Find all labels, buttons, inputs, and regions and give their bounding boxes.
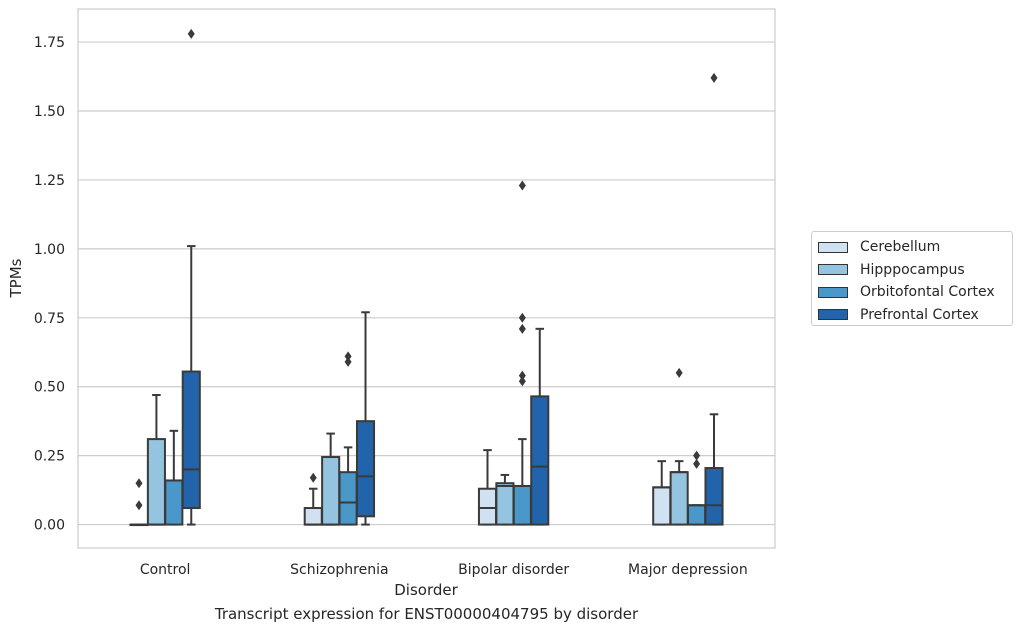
- legend-swatch: [818, 286, 848, 298]
- x-tick-labels: Control Schizophrenia Bipolar disorder Majo…: [140, 562, 748, 578]
- box-hipppocampus: [146, 393, 166, 526]
- outlier-point: [518, 180, 526, 191]
- box-iqr: [355, 420, 376, 518]
- box-cerebellum: [129, 478, 149, 527]
- box-cerebellum: [477, 449, 498, 526]
- box-iqr: [530, 395, 550, 526]
- box-iqr: [512, 484, 532, 526]
- box-prefrontal-cortex: [530, 327, 550, 526]
- x-tick-label: Major depression: [628, 562, 748, 578]
- box-iqr: [669, 471, 689, 526]
- box-iqr: [495, 482, 515, 526]
- outlier-point: [187, 28, 195, 39]
- y-tick-label: 0.50: [34, 380, 65, 396]
- outlier-point: [344, 356, 352, 367]
- outlier-point: [135, 500, 143, 511]
- chart-title: Transcript expression for ENST0000040479…: [214, 605, 639, 623]
- box-hipppocampus: [669, 367, 689, 526]
- x-axis-title: Disorder: [394, 581, 458, 599]
- outlier-point: [693, 450, 701, 461]
- y-tick-label: 1.25: [34, 173, 65, 189]
- outlier-point: [518, 376, 526, 387]
- box-iqr: [164, 479, 184, 526]
- x-tick-label: Bipolar disorder: [458, 562, 569, 578]
- legend-swatch: [818, 264, 848, 276]
- outlier-point: [309, 472, 317, 483]
- legend-label: Orbitofontal Cortex: [860, 284, 995, 301]
- x-tick-label: Control: [140, 562, 191, 578]
- legend-label: Hipppocampus: [860, 261, 965, 278]
- outlier-point: [135, 478, 143, 489]
- box-iqr: [303, 507, 323, 526]
- box-iqr: [321, 456, 341, 526]
- box-prefrontal-cortex: [181, 28, 201, 526]
- outlier-point: [344, 351, 352, 362]
- plot-frame: [77, 8, 776, 549]
- legend-item: Cerebellum: [818, 236, 1012, 259]
- legend: Cerebellum Hipppocampus Orbitofontal Corte…: [811, 231, 1013, 326]
- legend-swatch: [818, 309, 848, 321]
- y-tick-label: 1.50: [34, 104, 65, 120]
- box-hipppocampus: [495, 473, 515, 526]
- box-hipppocampus: [321, 432, 341, 526]
- outlier-point: [518, 370, 526, 381]
- box-cerebellum: [303, 472, 323, 526]
- box-iqr: [146, 438, 166, 526]
- y-tick-label: 1.75: [34, 35, 65, 51]
- box-iqr: [338, 471, 358, 526]
- y-tick-label: 0.75: [34, 311, 65, 327]
- x-tick-label: Schizophrenia: [290, 562, 388, 578]
- outlier-point: [518, 323, 526, 334]
- box-plot-area: [129, 28, 724, 527]
- box-iqr: [687, 504, 707, 526]
- outlier-point: [518, 312, 526, 323]
- legend-item: Orbitofontal Cortex: [818, 281, 1012, 304]
- box-iqr: [477, 487, 498, 526]
- box-prefrontal-cortex: [704, 72, 724, 526]
- legend-label: Prefrontal Cortex: [860, 306, 979, 323]
- y-tick-label: 1.00: [34, 242, 65, 258]
- y-tick-label: 0.25: [34, 449, 65, 465]
- outlier-point: [675, 367, 683, 378]
- box-iqr: [704, 467, 724, 526]
- outlier-point: [693, 458, 701, 469]
- y-tick-label: 0.00: [34, 518, 65, 534]
- box-cerebellum: [652, 460, 672, 526]
- y-axis-title: TPMs: [7, 258, 25, 298]
- outlier-point: [710, 72, 718, 83]
- box-orbitofontal-cortex: [338, 351, 358, 526]
- box-orbitofontal-cortex: [512, 180, 532, 526]
- legend-item: Prefrontal Cortex: [818, 304, 1012, 327]
- box-iqr: [181, 370, 201, 510]
- legend-label: Cerebellum: [860, 239, 941, 256]
- legend-swatch: [818, 241, 848, 253]
- box-orbitofontal-cortex: [687, 450, 707, 526]
- legend-item: Hipppocampus: [818, 259, 1012, 282]
- box-orbitofontal-cortex: [164, 429, 184, 526]
- box-iqr: [652, 486, 672, 526]
- y-tick-labels: 0.00 0.25 0.50 0.75 1.00 1.25 1.50 1.75: [34, 35, 65, 533]
- box-prefrontal-cortex: [355, 311, 376, 526]
